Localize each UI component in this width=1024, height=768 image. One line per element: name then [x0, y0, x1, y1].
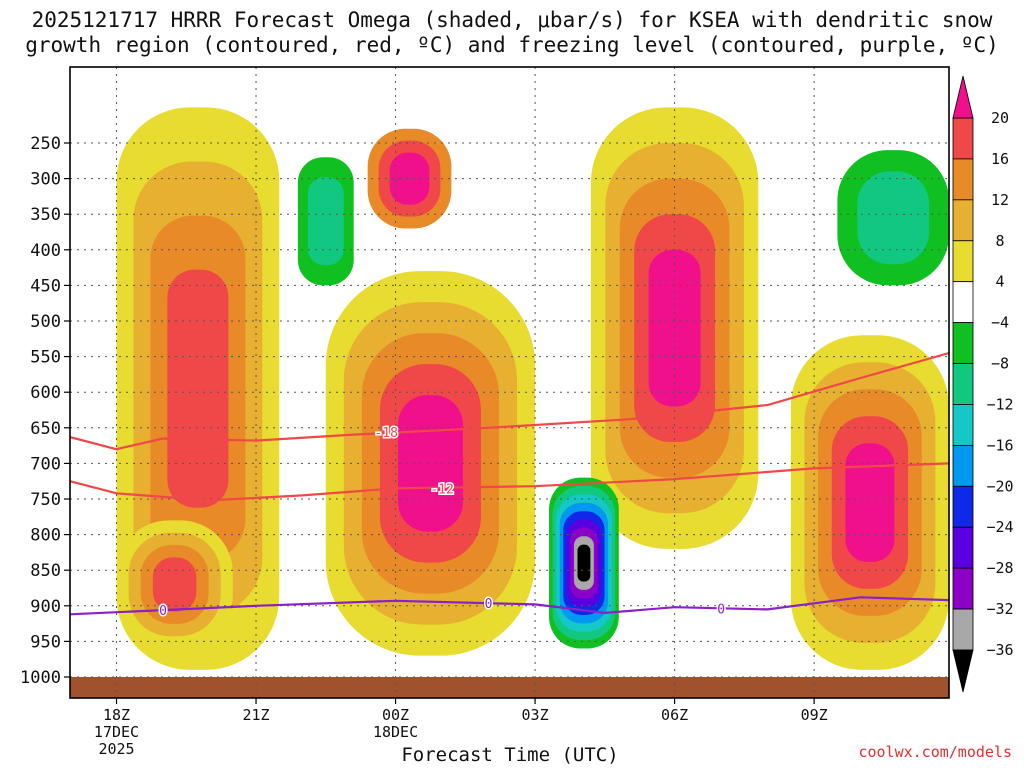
colorbar-label-11: −28 — [986, 559, 1013, 577]
x-tick-date-00Z: 18DEC — [373, 723, 418, 741]
colorbar-label-2: 12 — [991, 191, 1009, 209]
x-tick-label-21Z: 21Z — [242, 706, 269, 724]
y-tick-label-800: 800 — [30, 526, 61, 546]
colorbar-box-4 — [952, 281, 974, 324]
colorbar-label-5: −4 — [991, 314, 1009, 332]
colorbar-label-8: −16 — [986, 436, 1013, 454]
dgz-label-minus12: -12 — [430, 482, 453, 497]
colorbar-label-0: 20 — [991, 109, 1009, 127]
freezing-label-left: 0 — [159, 604, 167, 619]
y-tick-label-650: 650 — [30, 419, 61, 439]
x-axis-label: Forecast Time (UTC) — [401, 744, 619, 766]
colorbar-box-1 — [952, 158, 974, 201]
y-tick-label-950: 950 — [30, 632, 61, 652]
y-tick-label-400: 400 — [30, 241, 61, 261]
x-tick-label-06Z: 06Z — [661, 706, 688, 724]
colorbar-label-9: −20 — [986, 477, 1013, 495]
x-tick-label-09Z: 09Z — [801, 706, 828, 724]
colorbar-box-9 — [952, 485, 974, 528]
x-tick-label-03Z: 03Z — [522, 706, 549, 724]
y-tick-label-350: 350 — [30, 205, 61, 225]
y-tick-label-500: 500 — [30, 312, 61, 332]
y-tick-label-450: 450 — [30, 276, 61, 296]
y-tick-label-1000: 1000 — [20, 668, 61, 688]
colorbar-box-10 — [952, 526, 974, 569]
colorbar-label-13: −36 — [986, 641, 1013, 659]
colorbar-label-6: −8 — [991, 355, 1009, 373]
omega-area-left-column-16 — [167, 269, 229, 508]
omega-area-green-upper-right-m8 — [857, 171, 930, 265]
colorbar-box-7 — [952, 404, 974, 446]
chart-title-line-1: 2025121717 HRRR Forecast Omega (shaded, … — [31, 8, 993, 32]
colorbar-box-11 — [952, 567, 974, 610]
y-tick-label-850: 850 — [30, 561, 61, 581]
y-tick-label-700: 700 — [30, 454, 61, 474]
colorbar-box-0 — [952, 117, 974, 160]
omega-area-left-low-16 — [152, 557, 197, 612]
dgz-contour-minus12 — [70, 462, 949, 502]
y-tick-label-900: 900 — [30, 597, 61, 617]
colorbar-label-12: −32 — [986, 600, 1013, 618]
y-tick-label-300: 300 — [30, 170, 61, 190]
freezing-level-contour — [70, 596, 949, 616]
freezing-label-right: 0 — [717, 603, 725, 618]
x-tick-date-18Z: 17DEC — [94, 723, 139, 741]
x-tick-label-18Z: 18Z — [103, 706, 130, 724]
colorbar-box-5 — [952, 322, 974, 364]
omega-area-right-column-20 — [648, 249, 701, 407]
colorbar-label-4: 4 — [995, 273, 1004, 291]
x-tick-label-00Z: 00Z — [382, 706, 409, 724]
omega-area-green-upper-center-m8 — [307, 177, 344, 266]
dgz-label-minus18: -18 — [375, 426, 398, 441]
watermark: coolwx.com/models — [858, 743, 1012, 761]
dgz-contour-minus18 — [70, 351, 949, 451]
plot-frame — [69, 66, 950, 699]
colorbar-label-7: −12 — [986, 395, 1013, 413]
y-tick-label-750: 750 — [30, 490, 61, 510]
y-tick-label-600: 600 — [30, 383, 61, 403]
omega-area-center-upper-core-20 — [389, 152, 430, 205]
y-tick-label-250: 250 — [30, 134, 61, 154]
colorbar-label-10: −24 — [986, 518, 1013, 536]
y-tick-label-550: 550 — [30, 348, 61, 368]
colorbar-label-1: 16 — [991, 150, 1009, 168]
colorbar-arrow-top — [952, 75, 974, 119]
colorbar-box-2 — [952, 199, 974, 242]
colorbar-box-12 — [952, 608, 974, 651]
freezing-label-center: 0 — [485, 597, 493, 612]
colorbar-box-8 — [952, 444, 974, 487]
colorbar-box-6 — [952, 363, 974, 405]
x-tick-year-18Z: 2025 — [98, 740, 134, 758]
colorbar-box-3 — [952, 240, 974, 283]
omega-area-downdraft-core-m36 — [577, 544, 591, 582]
colorbar-label-3: 8 — [995, 232, 1004, 250]
colorbar-arrow-bottom — [952, 649, 974, 693]
ground-surface — [70, 677, 949, 698]
chart-title-line-2: growth region (contoured, red, ºC) and f… — [25, 33, 999, 57]
omega-area-far-right-20 — [845, 443, 895, 562]
